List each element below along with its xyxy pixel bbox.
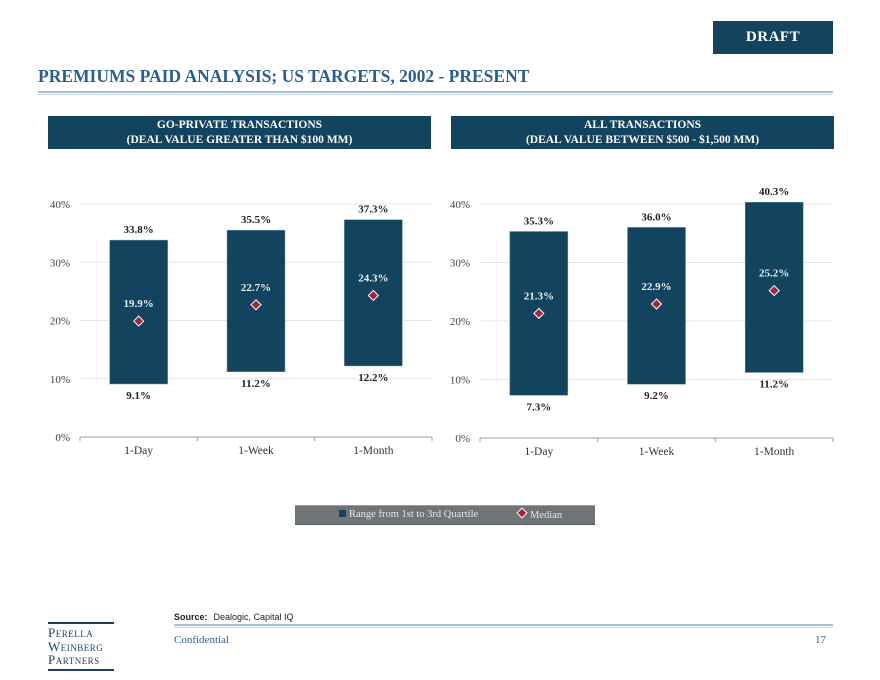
left-median-label: 24.3%	[358, 272, 388, 284]
right-panel-header-line2: (DEAL VALUE BETWEEN $500 - $1,500 MM)	[525, 133, 760, 146]
right-high-label: 35.3%	[524, 215, 554, 227]
page-title: PREMIUMS PAID ANALYSIS; US TARGETS, 2002…	[38, 66, 530, 86]
right-category-label: 1-Week	[639, 446, 675, 458]
company-logo: Perella Weinberg Partners	[48, 622, 114, 671]
left-category-label: 1-Day	[124, 445, 153, 457]
right-high-label: 40.3%	[759, 186, 789, 198]
chart-legend: Range from 1st to 3rd Quartile Median	[295, 505, 595, 525]
left-ytick-label: 20%	[50, 316, 70, 328]
right-ytick-label: 0%	[455, 433, 470, 445]
legend-label-range: Range from 1st to 3rd Quartile	[349, 509, 479, 520]
left-ytick-label: 30%	[50, 257, 70, 269]
right-low-label: 7.3%	[526, 401, 551, 413]
legend-swatch-range	[339, 510, 346, 517]
right-panel-header: ALL TRANSACTIONS (DEAL VALUE BETWEEN $50…	[451, 116, 834, 149]
right-high-label: 36.0%	[641, 211, 671, 223]
right-category-label: 1-Day	[524, 446, 553, 458]
right-median-label: 25.2%	[759, 268, 789, 280]
left-median-label: 19.9%	[124, 298, 154, 310]
left-low-label: 11.2%	[241, 378, 271, 390]
source-label: Source:	[174, 612, 208, 622]
footer-divider-thin	[174, 627, 833, 628]
right-low-label: 11.2%	[759, 378, 789, 390]
left-low-label: 9.1%	[126, 390, 151, 402]
right-median-marker	[533, 307, 545, 320]
page-number: 17	[815, 634, 826, 646]
left-category-label: 1-Week	[238, 445, 274, 457]
left-median-label: 22.7%	[241, 282, 271, 294]
legend-diamond-icon	[516, 507, 528, 519]
left-ytick-label: 40%	[50, 199, 70, 211]
right-median-marker	[650, 298, 663, 310]
right-category-label: 1-Month	[754, 446, 795, 458]
draft-badge: DRAFT	[713, 21, 833, 54]
right-panel-header-line1: ALL TRANSACTIONS	[583, 119, 702, 131]
right-median-label: 22.9%	[641, 281, 671, 293]
left-panel-header-line1: GO-PRIVATE TRANSACTIONS	[156, 119, 323, 131]
right-median-marker	[768, 284, 780, 297]
left-low-label: 12.2%	[358, 372, 388, 384]
logo-line-1: Perella	[48, 625, 94, 640]
left-median-marker	[367, 289, 380, 302]
title-divider-thin	[38, 94, 833, 95]
confidential-label: Confidential	[174, 634, 229, 646]
source-text: Dealogic, Capital IQ	[213, 612, 294, 622]
right-ytick-label: 10%	[450, 375, 470, 387]
legend-item-range: Range from 1st to 3rd Quartile	[339, 509, 478, 520]
left-panel-header: GO-PRIVATE TRANSACTIONS (DEAL VALUE GREA…	[48, 116, 431, 149]
right-low-label: 9.2%	[644, 390, 669, 402]
logo-line-3: Partners	[48, 652, 100, 667]
logo-line-2: Weinberg	[48, 638, 104, 654]
left-category-label: 1-Month	[353, 445, 394, 457]
right-median-label: 21.3%	[524, 290, 554, 302]
left-median-marker	[132, 315, 145, 327]
left-range-bar	[109, 239, 168, 385]
left-high-label: 35.5%	[241, 214, 271, 226]
right-ytick-label: 30%	[450, 258, 470, 270]
left-high-label: 37.3%	[358, 204, 388, 216]
right-ytick-label: 40%	[450, 199, 470, 211]
left-panel-header-line2: (DEAL VALUE GREATER THAN $100 MM)	[126, 133, 353, 146]
right-ytick-label: 20%	[450, 316, 470, 328]
left-median-marker	[250, 299, 262, 311]
title-divider	[38, 91, 833, 93]
left-ytick-label: 0%	[55, 432, 70, 444]
footer-divider	[174, 624, 833, 626]
charts-canvas: 0% 10% 20% 30% 40% 1-Day 33.8% 9.1% 19.9% 1-Week 3…	[50, 186, 834, 458]
legend-item-median: Median	[516, 507, 563, 521]
left-high-label: 33.8%	[124, 224, 154, 236]
legend-label-median: Median	[530, 510, 563, 521]
source-note: Source: Dealogic, Capital IQ	[174, 612, 294, 622]
left-ytick-label: 10%	[50, 374, 70, 386]
